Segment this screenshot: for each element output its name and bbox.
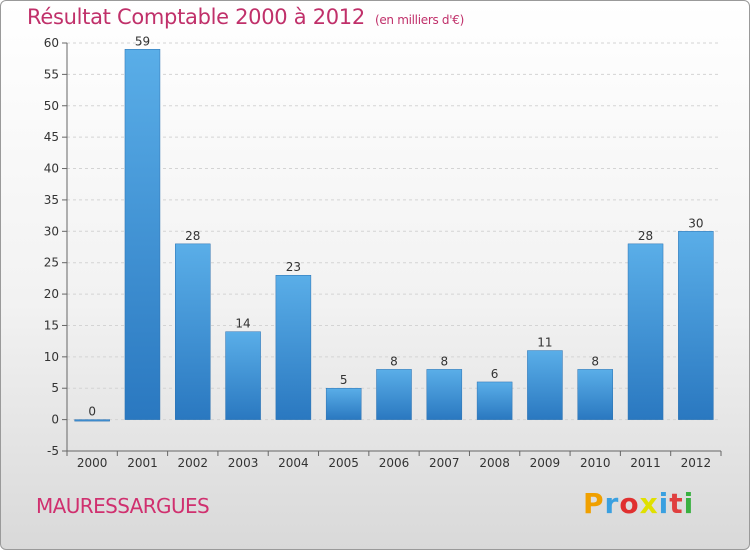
bar-2010 (577, 369, 613, 420)
bar-2002 (175, 243, 211, 420)
bar-2004 (275, 274, 312, 420)
proxiti-logo: Proxiti (583, 487, 694, 520)
x-tick-label: 2008 (479, 456, 510, 470)
x-tick-label: 2009 (530, 456, 561, 470)
y-tick-label: 40 (44, 162, 59, 176)
x-tick-label: 2011 (630, 456, 661, 470)
x-tick-label: 2003 (228, 456, 259, 470)
bar-2006 (376, 369, 412, 420)
y-tick-label: 0 (51, 413, 59, 427)
logo-letter: P (583, 487, 605, 520)
bar-2003 (225, 331, 261, 420)
bar-2000 (74, 419, 110, 422)
y-tick-label: -5 (47, 444, 59, 458)
labels: -5 0 5 10 15 20 25 30 35 40 45 50 55 60 2000 0 2001 59 200… (44, 34, 711, 470)
data-label-2005: 5 (340, 373, 348, 387)
logo-letter: i (658, 487, 670, 520)
data-label-2003: 14 (235, 317, 250, 331)
y-tick-label: 10 (44, 350, 59, 364)
bar-2001 (124, 49, 161, 420)
y-tick-label: 30 (44, 224, 59, 238)
chart-title-text: Résultat Comptable 2000 à 2012 (27, 5, 365, 29)
data-label-2000: 0 (88, 405, 96, 419)
data-label-2008: 6 (491, 367, 499, 381)
data-label-2002: 28 (185, 229, 200, 243)
logo-letter: t (669, 487, 684, 520)
bar-2011 (627, 243, 664, 420)
y-tick-label: 35 (44, 193, 59, 207)
data-label-2001: 59 (135, 34, 150, 48)
bar-2007 (426, 369, 463, 420)
y-tick-label: 5 (51, 381, 59, 395)
x-tick-label: 2006 (379, 456, 410, 470)
x-tick-label: 2010 (580, 456, 611, 470)
data-label-2007: 8 (440, 354, 448, 368)
bar-2005 (325, 387, 362, 420)
axes (62, 42, 722, 456)
y-tick-label: 25 (44, 256, 59, 270)
y-tick-label: 20 (44, 287, 59, 301)
x-tick-label: 2012 (681, 456, 712, 470)
commune-name: MAURESSARGUES (36, 494, 210, 518)
x-tick-label: 2001 (127, 456, 158, 470)
logo-letter: i (683, 487, 695, 520)
y-tick-label: 55 (44, 67, 59, 81)
chart-title: Résultat Comptable 2000 à 2012 (en millie… (27, 5, 464, 29)
chart-subtitle: (en milliers d'€) (374, 13, 464, 27)
x-tick-label: 2004 (278, 456, 309, 470)
logo-letter: o (619, 487, 640, 520)
data-label-2004: 23 (286, 260, 301, 274)
data-label-2006: 8 (390, 354, 398, 368)
bar-2008 (476, 381, 513, 420)
bar-2009 (527, 350, 563, 420)
x-tick-label: 2000 (77, 456, 108, 470)
x-tick-label: 2007 (429, 456, 460, 470)
logo-letter: x (639, 487, 659, 520)
data-label-2010: 8 (591, 354, 599, 368)
data-label-2009: 11 (537, 336, 552, 350)
bars (74, 49, 714, 422)
x-tick-label: 2002 (177, 456, 208, 470)
x-tick-label: 2005 (328, 456, 359, 470)
bar-2012 (678, 231, 714, 420)
data-label-2012: 30 (688, 216, 703, 230)
y-tick-label: 50 (44, 99, 59, 113)
logo-letter: r (604, 487, 620, 520)
y-tick-label: 15 (44, 318, 59, 332)
data-label-2011: 28 (638, 229, 653, 243)
y-tick-label: 45 (44, 130, 59, 144)
y-tick-label: 60 (44, 36, 59, 50)
